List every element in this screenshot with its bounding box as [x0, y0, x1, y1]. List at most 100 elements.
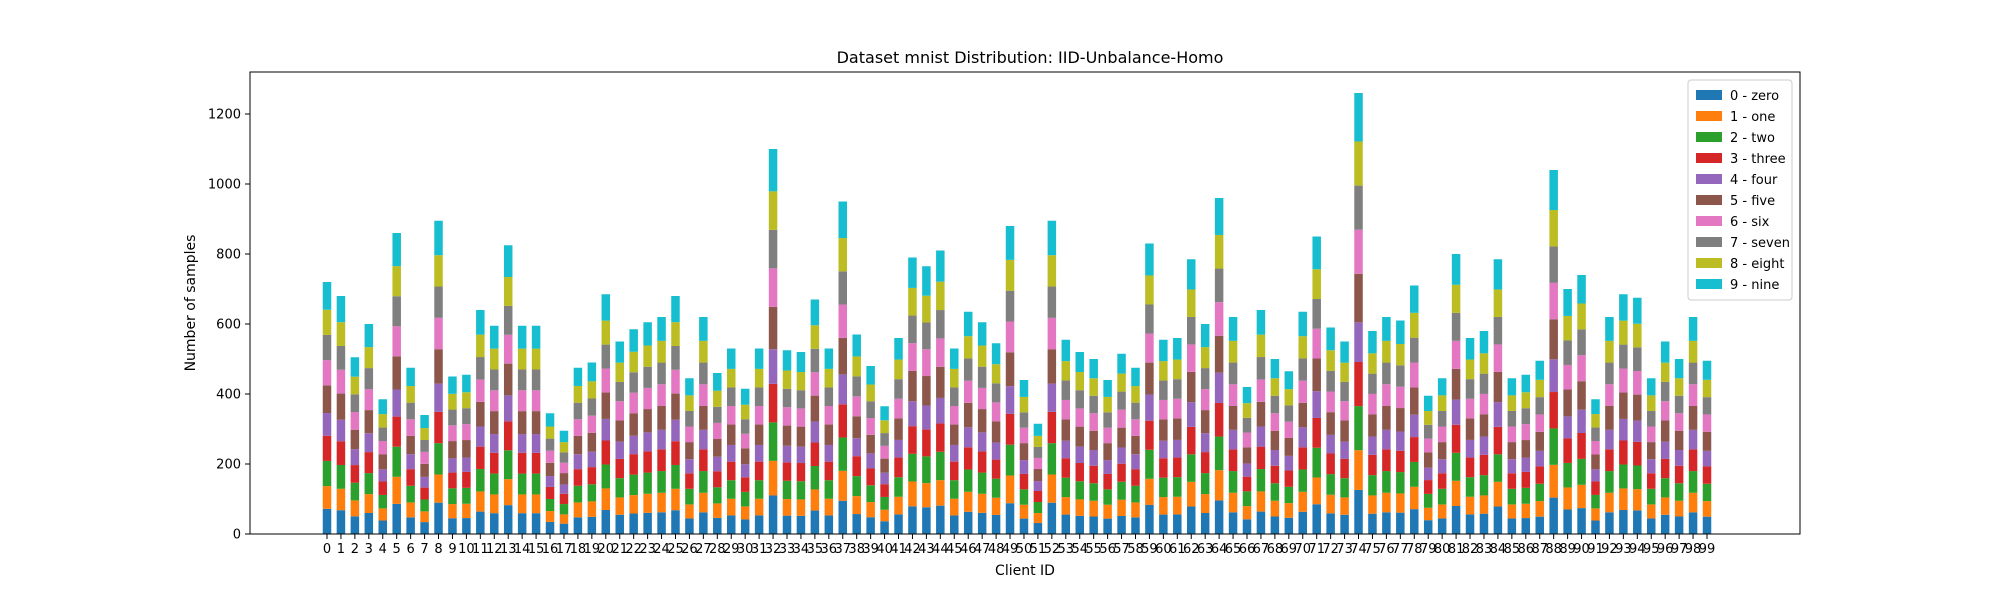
bar-client-49-class-5	[1005, 352, 1015, 387]
bar-client-87-class-5	[1535, 431, 1544, 451]
bar-client-14-class-2	[517, 473, 527, 495]
bar-client-81-class-9	[1451, 254, 1461, 285]
bar-client-61-class-8	[1173, 359, 1182, 380]
bar-client-69-class-5	[1284, 437, 1294, 456]
bar-client-78-class-3	[1410, 437, 1419, 462]
x-tick-label-43: 43	[918, 542, 935, 557]
bar-client-45-class-3	[950, 461, 959, 481]
bar-client-75-class-2	[1368, 475, 1377, 496]
bar-client-13-class-0	[503, 505, 513, 535]
bar-client-71-class-1	[1312, 477, 1321, 505]
x-tick-label-67: 67	[1253, 542, 1270, 557]
bar-client-18-class-7	[573, 402, 583, 420]
bar-client-47-class-1	[977, 493, 987, 513]
x-tick-label-16: 16	[542, 542, 559, 557]
bar-client-9-class-0	[448, 518, 457, 534]
bar-client-56-class-9	[1103, 380, 1112, 397]
bar-client-26-class-0	[685, 518, 694, 534]
x-tick-label-84: 84	[1490, 542, 1507, 557]
bar-client-61-class-3	[1173, 457, 1182, 478]
bar-client-25-class-7	[671, 345, 680, 370]
bar-client-63-class-3	[1200, 452, 1210, 474]
x-tick-label-49: 49	[1002, 542, 1019, 557]
bar-client-70-class-1	[1298, 491, 1308, 512]
bar-client-86-class-3	[1521, 471, 1531, 488]
bar-client-97-class-7	[1674, 395, 1684, 414]
x-tick-label-81: 81	[1448, 542, 1465, 557]
bar-client-76-class-8	[1382, 340, 1391, 363]
bar-client-87-class-6	[1535, 414, 1544, 432]
bar-client-42-class-0	[908, 506, 917, 534]
bar-client-25-class-4	[671, 419, 680, 442]
x-tick-label-95: 95	[1643, 542, 1660, 557]
bar-client-24-class-3	[657, 449, 666, 472]
bar-client-68-class-4	[1270, 450, 1280, 466]
bar-client-80-class-6	[1437, 426, 1447, 443]
bar-client-55-class-0	[1089, 516, 1098, 534]
bar-client-23-class-6	[643, 387, 652, 410]
bar-client-69-class-6	[1284, 421, 1294, 438]
x-tick-label-51: 51	[1030, 542, 1047, 557]
x-tick-label-1: 1	[337, 542, 345, 557]
bar-client-24-class-8	[657, 340, 666, 363]
bar-client-78-class-2	[1410, 461, 1419, 487]
bar-client-75-class-8	[1368, 353, 1377, 374]
bar-client-25-class-1	[671, 488, 680, 511]
bar-client-75-class-7	[1368, 373, 1377, 394]
bar-client-80-class-4	[1437, 459, 1447, 474]
bar-client-42-class-7	[908, 315, 917, 344]
bar-client-53-class-0	[1061, 514, 1071, 534]
bar-client-83-class-8	[1479, 353, 1489, 374]
bar-client-72-class-1	[1326, 494, 1335, 514]
bar-client-5-class-7	[392, 296, 401, 327]
x-tick-label-20: 20	[598, 542, 615, 557]
bar-client-74-class-8	[1354, 141, 1363, 186]
bar-client-5-class-5	[392, 356, 401, 390]
bar-client-7-class-1	[420, 511, 429, 523]
bar-client-11-class-9	[476, 310, 485, 335]
bar-client-27-class-0	[699, 512, 708, 534]
bar-client-5-class-6	[392, 326, 401, 357]
bar-client-38-class-4	[852, 438, 861, 457]
x-tick-label-24: 24	[653, 542, 670, 557]
bar-client-12-class-3	[490, 452, 499, 474]
bar-client-92-class-5	[1605, 405, 1614, 430]
bar-client-42-class-2	[908, 453, 917, 482]
bar-client-36-class-1	[824, 498, 834, 516]
bar-client-8-class-0	[434, 502, 443, 534]
bar-client-88-class-3	[1549, 392, 1558, 429]
bar-client-95-class-8	[1646, 395, 1656, 411]
bar-client-47-class-7	[977, 366, 987, 388]
bar-client-34-class-0	[796, 515, 806, 534]
bar-client-13-class-3	[503, 421, 513, 451]
bar-client-41-class-5	[894, 418, 903, 440]
bar-client-57-class-5	[1117, 427, 1126, 448]
bar-client-58-class-8	[1131, 386, 1140, 403]
x-tick-label-69: 69	[1281, 542, 1298, 557]
bar-client-66-class-6	[1242, 432, 1252, 448]
x-tick-label-56: 56	[1099, 542, 1116, 557]
bar-client-49-class-4	[1005, 386, 1015, 414]
bar-client-73-class-3	[1340, 458, 1349, 479]
legend-swatch-1	[1696, 111, 1722, 121]
bar-client-24-class-4	[657, 429, 666, 450]
bar-client-72-class-3	[1326, 453, 1335, 475]
bar-client-82-class-2	[1465, 477, 1475, 497]
bar-client-93-class-9	[1619, 294, 1628, 321]
legend-label-6: 6 - six	[1730, 215, 1770, 230]
bar-client-22-class-6	[629, 392, 638, 414]
bar-client-28-class-6	[713, 422, 722, 440]
bar-client-4-class-6	[378, 441, 388, 455]
x-tick-label-11: 11	[472, 542, 489, 557]
legend-label-8: 8 - eight	[1730, 257, 1784, 272]
bar-client-76-class-4	[1382, 429, 1391, 450]
bar-client-43-class-0	[922, 507, 931, 534]
bar-client-95-class-2	[1646, 488, 1656, 505]
x-tick-label-41: 41	[890, 542, 907, 557]
x-tick-label-87: 87	[1531, 542, 1548, 557]
bar-client-56-class-1	[1103, 504, 1112, 519]
bar-client-76-class-3	[1382, 449, 1391, 472]
bar-client-70-class-6	[1298, 380, 1308, 403]
bar-client-50-class-6	[1019, 427, 1029, 444]
x-tick-label-58: 58	[1127, 542, 1144, 557]
